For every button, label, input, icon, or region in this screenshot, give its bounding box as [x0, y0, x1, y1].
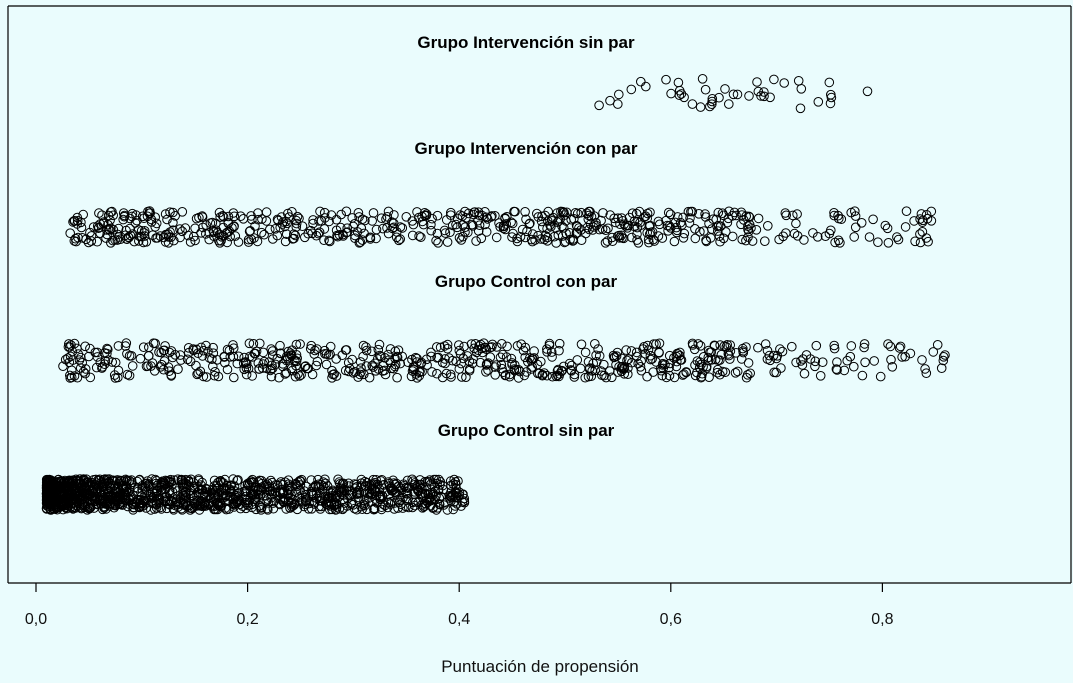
x-tick-label: 0,6 [660, 611, 682, 628]
group-title-control-sin-par: Grupo Control sin par [438, 421, 615, 440]
group-title-intervencion-sin-par: Grupo Intervención sin par [417, 33, 635, 52]
group-title-control-con-par: Grupo Control con par [435, 272, 618, 291]
x-axis-title: Puntuación de propensión [441, 657, 639, 676]
x-tick-label: 0,8 [871, 611, 893, 628]
group-title-intervencion-con-par: Grupo Intervención con par [415, 139, 638, 158]
x-tick-label: 0,4 [448, 611, 470, 628]
x-tick-label: 0,0 [25, 611, 47, 628]
x-tick-label: 0,2 [236, 611, 258, 628]
